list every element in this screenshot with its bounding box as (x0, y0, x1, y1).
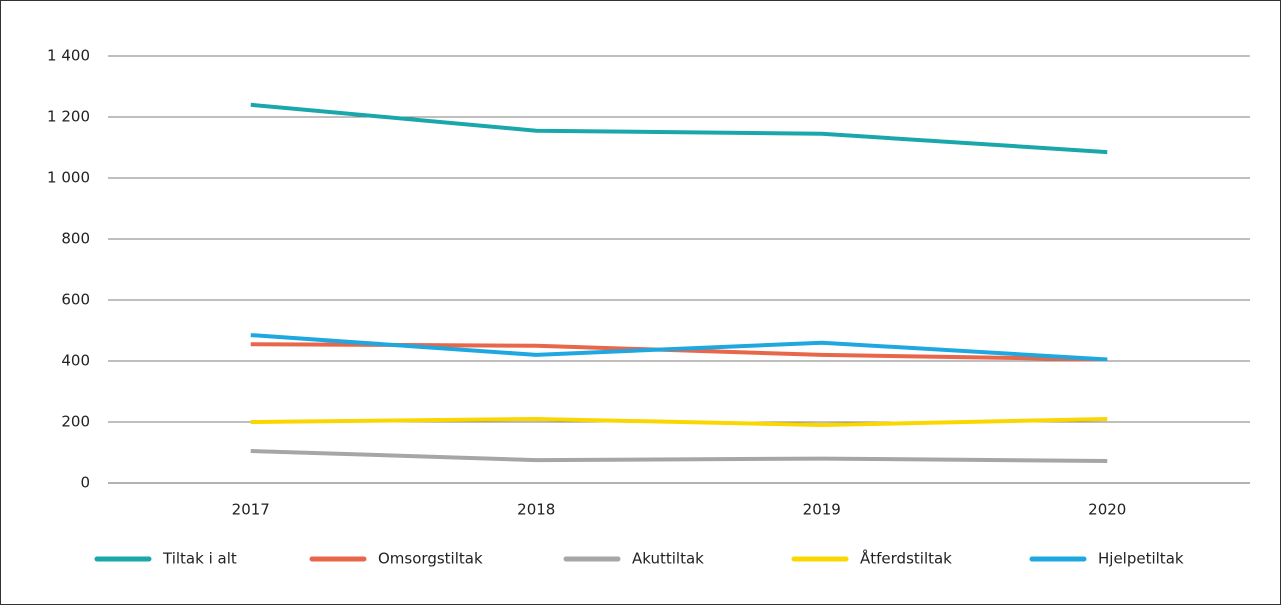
y-tick-label: 600 (61, 291, 90, 309)
y-tick-label: 200 (61, 413, 90, 431)
legend-label: Omsorgstiltak (378, 550, 483, 568)
legend-label: Hjelpetiltak (1098, 550, 1184, 568)
series-line (250, 333, 1108, 362)
legend-label: Akuttiltak (632, 550, 704, 568)
legend-label: Tiltak i alt (162, 550, 237, 568)
y-tick-label: 1 200 (47, 108, 90, 126)
x-tick-label: 2018 (517, 501, 555, 519)
y-tick-label: 400 (61, 352, 90, 370)
legend-label: Åtferdstiltak (860, 549, 952, 568)
series-line (250, 416, 1108, 428)
x-tick-label: 2017 (232, 501, 270, 519)
y-tick-label: 1 000 (47, 169, 90, 187)
y-tick-label: 800 (61, 230, 90, 248)
x-tick-label: 2020 (1088, 501, 1126, 519)
x-tick-label: 2019 (803, 501, 841, 519)
series-line (250, 102, 1108, 155)
y-tick-label: 1 400 (47, 47, 90, 65)
series-line (250, 448, 1108, 464)
y-tick-label: 0 (80, 474, 90, 492)
